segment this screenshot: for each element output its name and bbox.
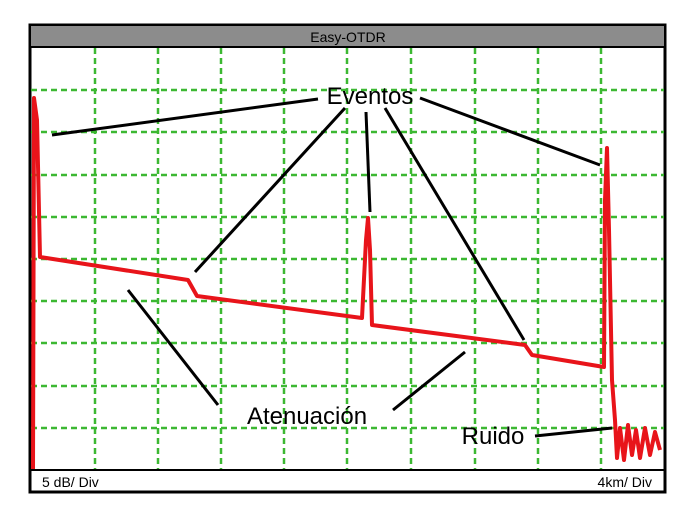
events-label: Eventos	[327, 83, 414, 110]
header-title: Easy-OTDR	[310, 29, 385, 45]
trace	[31, 96, 662, 471]
header-bar	[31, 26, 664, 47]
footer-left: 5 dB/ Div	[42, 474, 99, 490]
noise-label: Ruido	[462, 423, 525, 450]
attenuation-label: Atenuación	[247, 403, 367, 430]
footer-right: 4km/ Div	[598, 474, 652, 490]
annotation-lines	[51, 96, 613, 438]
